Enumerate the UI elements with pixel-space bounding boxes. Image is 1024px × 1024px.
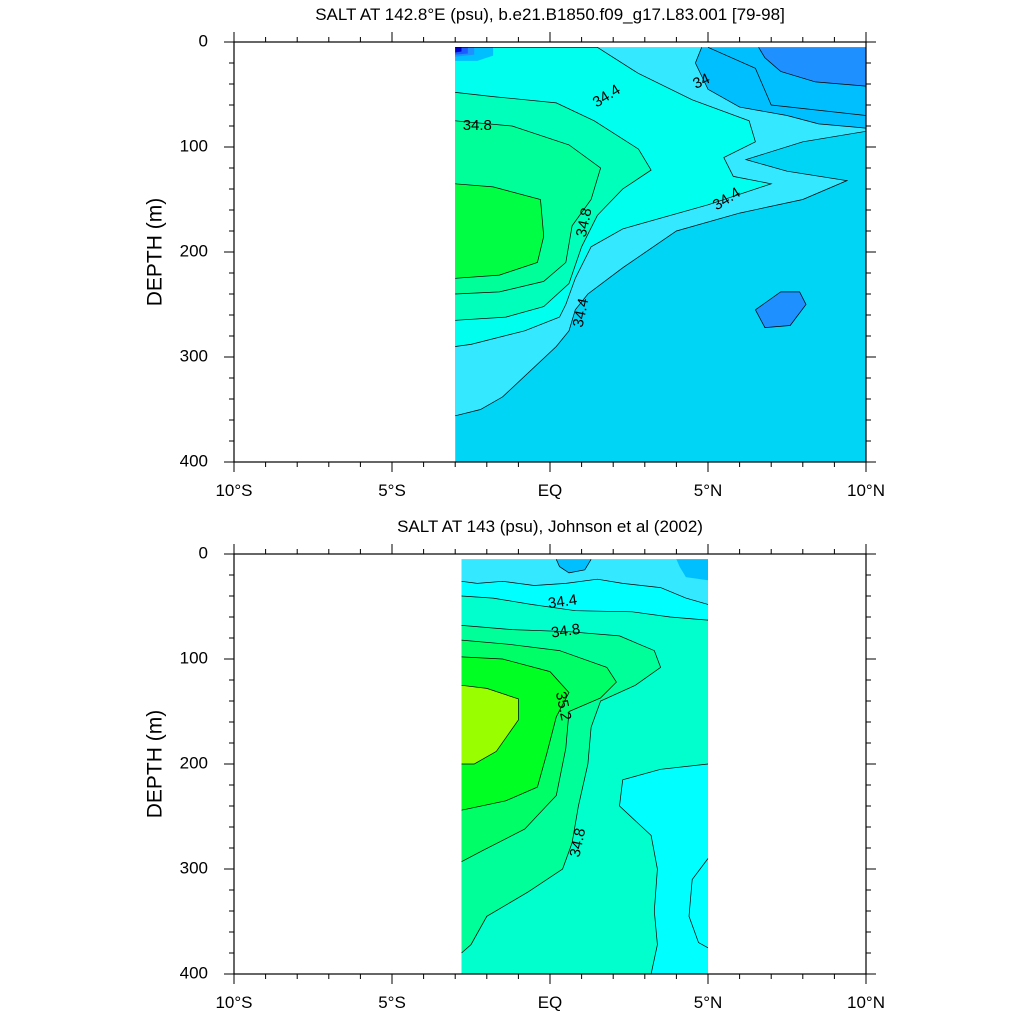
y-tick-label: 200 (180, 753, 208, 772)
x-tick-label: 10°S (215, 481, 252, 500)
contour-label: 35.2 (552, 690, 575, 722)
contour-line (758, 47, 866, 87)
x-tick-label: 5°N (694, 993, 723, 1012)
contour-line (555, 559, 592, 574)
y-tick-label: 400 (180, 963, 208, 982)
contour-label: 34.4 (570, 297, 593, 329)
x-tick-label: EQ (538, 481, 563, 500)
x-tick-label: 10°S (215, 993, 252, 1012)
contour-line (688, 858, 709, 949)
y-tick-label: 400 (180, 451, 208, 470)
contour-line (455, 46, 773, 347)
contour-fill-region (455, 183, 544, 279)
contour-line (461, 656, 570, 811)
contour-line (619, 763, 709, 974)
x-tick-label: 5°N (694, 481, 723, 500)
y-tick-label: 0 (199, 31, 208, 50)
y-tick-label: 0 (199, 543, 208, 562)
contour-line (461, 639, 617, 863)
contour-fill-region (461, 559, 708, 605)
contour-label: 34.4 (547, 591, 578, 612)
contour-line (455, 92, 652, 321)
y-axis-label: DEPTH (m) (144, 198, 167, 307)
contour-fill-region (461, 685, 519, 764)
contour-line (461, 625, 662, 954)
y-tick-label: 100 (180, 136, 208, 155)
y-tick-label: 100 (180, 648, 208, 667)
contour-label: 34 (690, 70, 712, 92)
panel-observations: 34.4 34.8 35.2 34.8 10°S 5°S EQ 5°N 10°N 0 100 200 3… (144, 517, 885, 1012)
contour-line (695, 47, 866, 129)
contour-label: 34.8 (573, 206, 596, 238)
contour-line (707, 46, 866, 116)
x-tick-label: 5°S (378, 993, 406, 1012)
contour-fills (455, 46, 866, 462)
x-tick-label: 10°N (847, 481, 885, 500)
x-tick-label: EQ (538, 993, 563, 1012)
contour-line (455, 183, 545, 279)
y-axis-label: DEPTH (m) (144, 710, 167, 819)
contour-line (461, 578, 709, 605)
contour-line (461, 595, 709, 621)
chart-title: SALT AT 143 (psu), Johnson et al (2002) (397, 517, 703, 536)
contour-line (455, 130, 866, 417)
contour-label: 34.8 (463, 117, 492, 134)
contour-label: 34.8 (550, 621, 581, 642)
contour-fill-region (755, 291, 806, 328)
x-tick-label: 10°N (847, 993, 885, 1012)
y-tick-label: 300 (180, 346, 208, 365)
x-tick-label: 5°S (378, 481, 406, 500)
contour-line (755, 291, 807, 328)
contour-label: 34.8 (567, 827, 590, 859)
contour-fill-region (689, 858, 708, 948)
y-tick-label: 300 (180, 858, 208, 877)
contour-line (461, 684, 519, 765)
y-tick-label: 200 (180, 241, 208, 260)
contour-fill-region (758, 47, 866, 87)
contour-line (455, 120, 602, 295)
contour-fill-region (455, 47, 462, 53)
contour-fill-region (556, 559, 592, 573)
chart-title: SALT AT 142.8°E (psu), b.e21.B1850.f09_g… (315, 5, 785, 24)
contour-fill-region (676, 559, 708, 581)
contour-fills (461, 559, 709, 974)
